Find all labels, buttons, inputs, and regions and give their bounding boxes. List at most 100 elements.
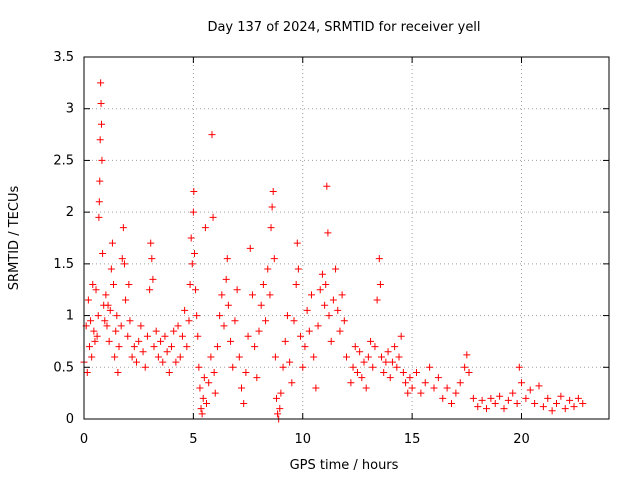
data-point (293, 239, 301, 247)
y-tick-label: 1 (66, 309, 74, 324)
data-point (118, 255, 126, 263)
data-point (395, 353, 403, 361)
data-point (108, 239, 116, 247)
data-point (288, 379, 296, 387)
data-point (426, 363, 434, 371)
data-point (276, 405, 284, 413)
data-point (338, 291, 346, 299)
data-point (327, 337, 335, 345)
data-point (178, 332, 186, 340)
y-axis-label: SRMTID / TECUs (7, 186, 22, 291)
data-point (362, 384, 370, 392)
data-point (364, 353, 372, 361)
data-point (192, 286, 200, 294)
data-point (224, 301, 232, 309)
data-point (312, 384, 320, 392)
data-point (137, 322, 145, 330)
data-point (216, 312, 224, 320)
data-point (267, 224, 275, 232)
data-point (207, 353, 215, 361)
data-point (277, 389, 285, 397)
data-point (262, 317, 270, 325)
data-point (159, 358, 167, 366)
data-point (270, 255, 278, 263)
data-point (222, 275, 230, 283)
data-point (133, 358, 140, 366)
data-point (101, 317, 109, 325)
data-point (187, 234, 195, 242)
data-point (251, 343, 259, 351)
data-point (186, 281, 194, 289)
data-point (201, 224, 209, 232)
y-tick-label: 0 (66, 412, 74, 427)
y-tick-label: 3 (66, 102, 74, 117)
data-point (430, 384, 438, 392)
data-point (120, 260, 128, 268)
data-point (223, 255, 231, 263)
data-point (157, 337, 165, 345)
data-point (465, 368, 473, 376)
data-point (292, 281, 300, 289)
data-point (443, 384, 451, 392)
data-point (294, 265, 302, 273)
x-tick-label: 20 (513, 432, 530, 447)
data-point (205, 379, 213, 387)
data-point (343, 353, 350, 361)
data-point (397, 332, 405, 340)
data-point (408, 384, 416, 392)
data-point (388, 358, 396, 366)
data-points (80, 79, 587, 423)
data-point (469, 394, 477, 402)
data-point (413, 368, 420, 376)
x-axis-label: GPS time / hours (290, 458, 399, 473)
data-point (119, 224, 127, 232)
data-point (434, 374, 442, 382)
data-point (544, 394, 552, 402)
data-point (93, 332, 101, 340)
data-point (128, 353, 136, 361)
data-point (97, 100, 105, 108)
data-point (106, 306, 114, 314)
data-point (105, 337, 113, 345)
data-point (380, 368, 388, 376)
data-point (248, 291, 256, 299)
data-point (92, 286, 100, 294)
data-point (176, 353, 184, 361)
data-point (110, 281, 118, 289)
data-point (91, 337, 99, 345)
data-point (95, 198, 103, 206)
data-point (349, 363, 357, 371)
data-point (496, 392, 504, 400)
data-point (378, 353, 385, 361)
y-axis-tick-labels: 0 0.5 1 1.5 2 2.5 3 3.5 (53, 50, 74, 427)
data-point (478, 396, 486, 404)
data-point (103, 322, 111, 330)
data-point (318, 270, 326, 278)
data-point (353, 368, 361, 376)
plot-frame (83, 56, 610, 420)
data-point (448, 399, 455, 407)
data-point (227, 337, 235, 345)
data-point (240, 399, 248, 407)
data-point (126, 317, 134, 325)
data-point (570, 403, 578, 411)
data-point (336, 327, 344, 335)
data-point (421, 379, 429, 387)
data-point (351, 343, 359, 351)
data-point (332, 265, 340, 273)
data-point (369, 363, 377, 371)
data-point (233, 286, 241, 294)
data-point (107, 265, 115, 273)
data-point (197, 405, 205, 413)
data-point (143, 332, 151, 340)
data-point (329, 296, 337, 304)
data-point (97, 79, 105, 87)
data-point (259, 281, 267, 289)
data-point (314, 322, 322, 330)
data-point (557, 392, 565, 400)
data-point (85, 343, 93, 351)
data-point (185, 317, 193, 325)
x-tick-label: 15 (404, 432, 421, 447)
data-point (220, 322, 228, 330)
data-point (165, 368, 173, 376)
